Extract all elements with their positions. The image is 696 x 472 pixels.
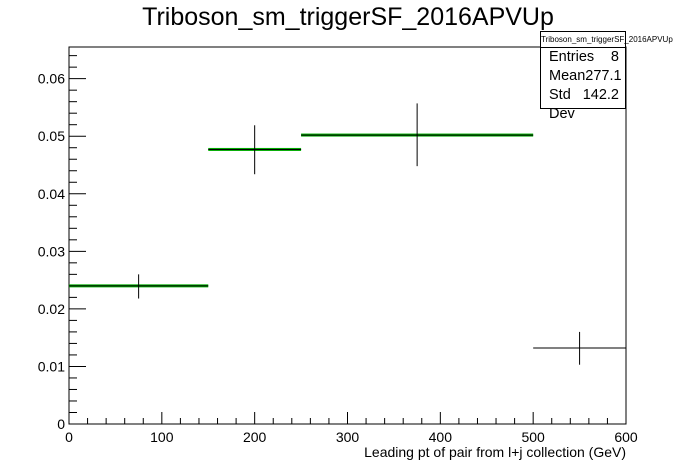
stats-row-std: Std Dev 142.2 — [541, 86, 625, 122]
y-tick-label: 0.03 — [38, 243, 65, 259]
y-tick-label: 0.05 — [38, 128, 65, 144]
stats-box: Triboson_sm_triggerSF_2016APVUp Entries … — [540, 31, 673, 122]
x-tick-label: 400 — [429, 429, 453, 445]
y-tick-label: 0.04 — [38, 186, 65, 202]
x-tick-label: 200 — [243, 429, 267, 445]
std-label: Std Dev — [549, 87, 575, 122]
y-tick-label: 0 — [57, 416, 65, 432]
chart-title: Triboson_sm_triggerSF_2016APVUp — [142, 3, 554, 31]
y-tick-label: 0.06 — [38, 71, 65, 87]
mean-label: Mean — [549, 68, 586, 84]
x-tick-label: 300 — [336, 429, 360, 445]
x-tick-label: 500 — [521, 429, 545, 445]
stats-row-mean: Mean 277.1 — [541, 67, 625, 86]
x-tick-label: 0 — [65, 429, 73, 445]
x-axis-title: Leading pt of pair from l+j collection (… — [364, 444, 626, 460]
histogram-bin — [69, 274, 209, 299]
entries-value: 8 — [610, 49, 619, 65]
histogram-bin — [208, 125, 302, 175]
mean-value: 277.1 — [585, 68, 622, 84]
histogram-bin — [533, 331, 626, 365]
y-tick-label: 0.02 — [38, 301, 65, 317]
histogram-bin — [301, 103, 534, 167]
y-tick-label: 0.01 — [38, 358, 65, 374]
x-tick-label: 600 — [614, 429, 638, 445]
stats-row-entries: Entries 8 — [541, 48, 625, 67]
stats-box-name: Triboson_sm_triggerSF_2016APVUp — [541, 32, 673, 48]
x-tick-label: 100 — [150, 429, 174, 445]
std-value: 142.2 — [582, 87, 619, 103]
entries-label: Entries — [549, 49, 595, 65]
